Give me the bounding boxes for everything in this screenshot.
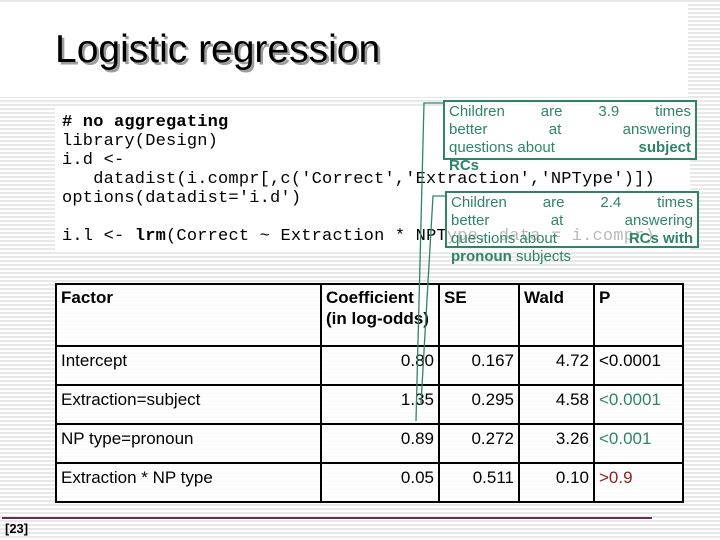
- table-header-row: Factor Coefficient (in log-odds) SE Wald…: [55, 283, 684, 347]
- callout-subject-rcs: Children are 3.9 times better at answeri…: [443, 100, 697, 174]
- code-line: options(datadist='i.d'): [62, 189, 302, 208]
- callout-line: Children are 2.4 times: [451, 194, 693, 211]
- callout-line: questions about subject: [449, 139, 691, 156]
- cell-factor: Extraction=subject: [55, 384, 322, 425]
- cell-se: 0.295: [438, 384, 520, 425]
- cell-se: 0.272: [438, 423, 520, 464]
- slide-number: [23]: [5, 521, 29, 536]
- cell-wald: 3.26: [518, 423, 595, 464]
- cell-factor: Intercept: [55, 345, 322, 386]
- cell-wald: 0.10: [518, 462, 595, 503]
- cell-coefficient: 0.89: [320, 423, 440, 464]
- table-row: NP type=pronoun 0.89 0.272 3.26 <0.001: [55, 423, 684, 464]
- cell-se: 0.167: [438, 345, 520, 386]
- header-factor: Factor: [55, 283, 322, 347]
- cell-coefficient: 0.80: [320, 345, 440, 386]
- callout-line: pronoun subjects: [451, 248, 572, 265]
- code-line: i.d <-: [62, 151, 125, 170]
- header-p: P: [593, 283, 684, 347]
- table-row: Extraction=subject 1.35 0.295 4.58 <0.00…: [55, 384, 684, 425]
- footer-divider: [2, 517, 652, 519]
- cell-se: 0.511: [438, 462, 520, 503]
- cell-factor: Extraction * NP type: [55, 462, 322, 503]
- code-block: # no aggregating library(Design) i.d <- …: [62, 113, 655, 246]
- callout-pronoun-rcs: Children are 2.4 times better at answeri…: [445, 191, 699, 265]
- table-row: Intercept 0.80 0.167 4.72 <0.0001: [55, 345, 684, 386]
- cell-wald: 4.58: [518, 384, 595, 425]
- callout-line: questions about RCs with: [451, 230, 693, 247]
- callout-line: better at answering: [449, 121, 691, 138]
- page-title: Logistic regression: [55, 28, 381, 71]
- cell-coefficient: 1.35: [320, 384, 440, 425]
- code-line: datadist(i.compr[,c('Correct','Extractio…: [62, 170, 655, 189]
- results-table: Factor Coefficient (in log-odds) SE Wald…: [55, 283, 684, 503]
- table-row: Extraction * NP type 0.05 0.511 0.10 >0.…: [55, 462, 684, 503]
- cell-factor: NP type=pronoun: [55, 423, 322, 464]
- cell-wald: 4.72: [518, 345, 595, 386]
- cell-p: <0.001: [593, 423, 684, 464]
- header-wald: Wald: [518, 283, 595, 347]
- callout-line: better at answering: [451, 212, 693, 229]
- header-se: SE: [438, 283, 520, 347]
- cell-coefficient: 0.05: [320, 462, 440, 503]
- cell-p: >0.9: [593, 462, 684, 503]
- title-panel: [0, 3, 688, 97]
- cell-p: <0.0001: [593, 345, 684, 386]
- callout-line: RCs: [449, 157, 480, 174]
- cell-p: <0.0001: [593, 384, 684, 425]
- code-line: # no aggregating: [62, 113, 229, 132]
- code-line: library(Design): [62, 132, 219, 151]
- header-coefficient: Coefficient (in log-odds): [320, 283, 440, 347]
- callout-line: Children are 3.9 times: [449, 103, 691, 120]
